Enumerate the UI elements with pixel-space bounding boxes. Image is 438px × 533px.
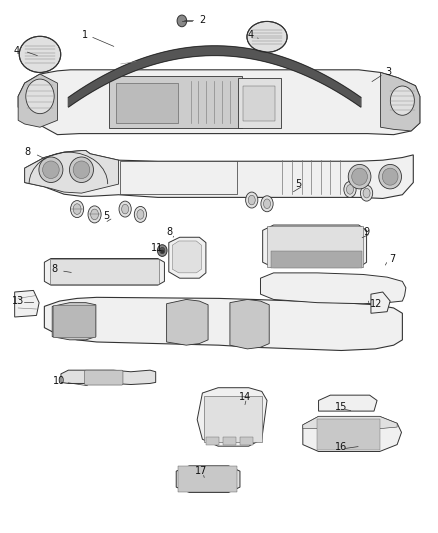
Ellipse shape — [73, 161, 90, 179]
Text: 15: 15 — [335, 402, 347, 413]
FancyBboxPatch shape — [267, 225, 363, 267]
Text: 14: 14 — [239, 392, 251, 402]
Ellipse shape — [19, 36, 61, 72]
Text: 2: 2 — [199, 15, 205, 26]
Polygon shape — [25, 151, 413, 198]
Polygon shape — [18, 74, 57, 127]
Polygon shape — [169, 237, 206, 278]
Ellipse shape — [390, 86, 414, 115]
FancyBboxPatch shape — [178, 466, 237, 492]
Ellipse shape — [159, 247, 165, 254]
Polygon shape — [52, 303, 96, 340]
Ellipse shape — [26, 79, 54, 114]
Text: 5: 5 — [295, 179, 302, 189]
Text: 8: 8 — [25, 147, 31, 157]
Text: 11: 11 — [151, 243, 163, 253]
Text: 13: 13 — [12, 296, 24, 306]
Ellipse shape — [248, 195, 255, 205]
Text: 1: 1 — [81, 30, 88, 41]
Text: 9: 9 — [363, 227, 369, 237]
Ellipse shape — [122, 204, 129, 214]
Ellipse shape — [261, 196, 273, 212]
Polygon shape — [25, 151, 119, 193]
Ellipse shape — [70, 157, 93, 182]
Ellipse shape — [134, 206, 147, 222]
FancyBboxPatch shape — [116, 83, 178, 123]
Polygon shape — [303, 416, 397, 429]
Text: 8: 8 — [51, 264, 57, 274]
Text: 3: 3 — [385, 68, 391, 77]
Ellipse shape — [177, 15, 187, 27]
Ellipse shape — [71, 200, 84, 217]
Polygon shape — [172, 241, 201, 273]
FancyBboxPatch shape — [244, 86, 275, 122]
Ellipse shape — [247, 21, 287, 52]
Polygon shape — [176, 466, 240, 492]
Polygon shape — [44, 297, 403, 351]
Ellipse shape — [42, 161, 59, 179]
Ellipse shape — [73, 204, 81, 214]
Ellipse shape — [39, 157, 63, 182]
FancyBboxPatch shape — [238, 78, 281, 128]
Polygon shape — [61, 370, 155, 384]
Polygon shape — [230, 300, 269, 349]
FancyBboxPatch shape — [109, 76, 242, 128]
FancyBboxPatch shape — [317, 419, 380, 450]
Text: 5: 5 — [103, 211, 110, 221]
Polygon shape — [303, 416, 402, 451]
Ellipse shape — [346, 184, 353, 194]
Polygon shape — [68, 46, 361, 107]
Polygon shape — [197, 387, 267, 446]
Polygon shape — [318, 395, 377, 411]
Polygon shape — [263, 225, 367, 268]
Ellipse shape — [363, 188, 370, 198]
Ellipse shape — [348, 165, 371, 189]
Polygon shape — [371, 292, 390, 313]
Polygon shape — [18, 70, 420, 135]
Text: 17: 17 — [195, 466, 207, 476]
Polygon shape — [261, 273, 406, 304]
FancyBboxPatch shape — [223, 437, 236, 445]
Polygon shape — [381, 72, 420, 131]
Text: 16: 16 — [335, 442, 347, 452]
Text: 4: 4 — [14, 46, 20, 56]
Ellipse shape — [344, 181, 356, 197]
Text: 4: 4 — [247, 30, 254, 41]
FancyBboxPatch shape — [204, 395, 262, 442]
Polygon shape — [166, 300, 208, 345]
FancyBboxPatch shape — [240, 437, 253, 445]
Ellipse shape — [246, 192, 258, 208]
Text: 7: 7 — [389, 254, 396, 263]
Ellipse shape — [382, 168, 398, 185]
Ellipse shape — [137, 209, 144, 219]
Polygon shape — [14, 290, 39, 317]
FancyBboxPatch shape — [50, 259, 159, 284]
FancyBboxPatch shape — [206, 437, 219, 445]
Ellipse shape — [379, 165, 402, 189]
Ellipse shape — [352, 168, 367, 185]
Polygon shape — [44, 259, 164, 285]
Ellipse shape — [88, 206, 101, 223]
Ellipse shape — [264, 199, 271, 208]
Ellipse shape — [119, 201, 131, 217]
Ellipse shape — [360, 185, 373, 201]
Ellipse shape — [157, 245, 167, 256]
FancyBboxPatch shape — [85, 370, 123, 385]
FancyBboxPatch shape — [271, 251, 362, 268]
Text: 8: 8 — [166, 227, 173, 237]
Text: 12: 12 — [370, 298, 382, 309]
Ellipse shape — [91, 209, 99, 220]
FancyBboxPatch shape — [120, 161, 237, 194]
FancyBboxPatch shape — [53, 305, 95, 337]
Text: 10: 10 — [53, 376, 65, 386]
